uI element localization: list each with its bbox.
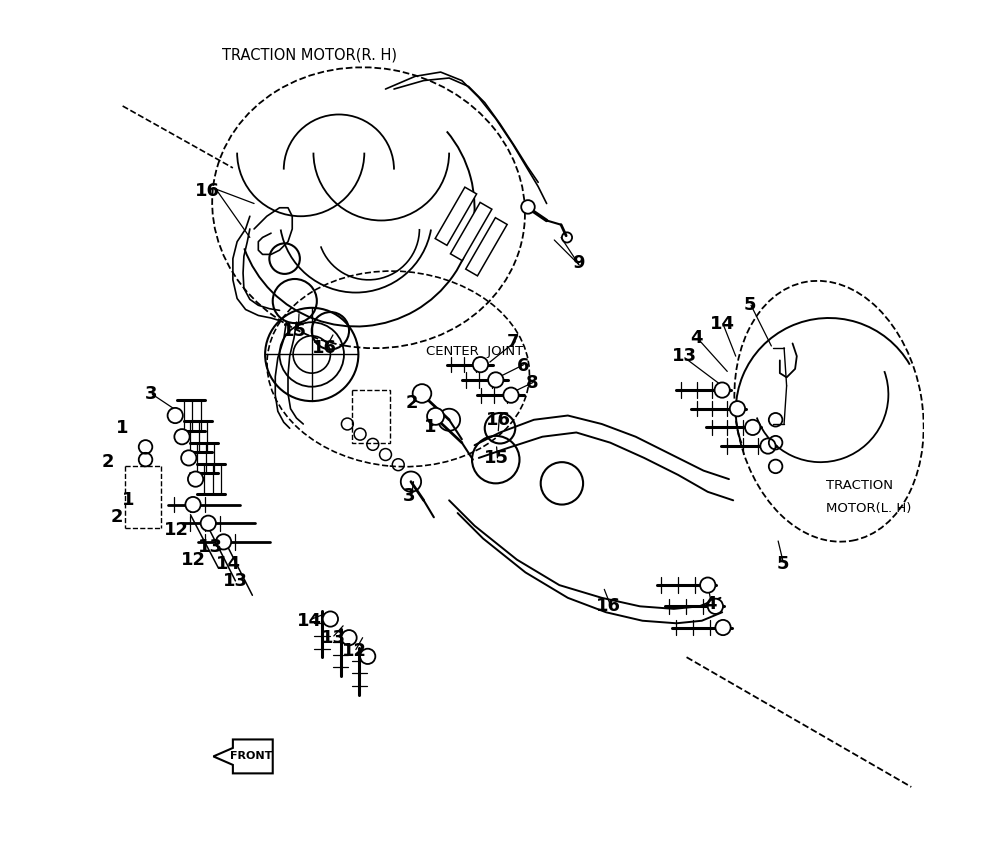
Text: 5: 5 [744, 296, 756, 315]
Text: 16: 16 [312, 338, 337, 357]
Text: 12: 12 [164, 521, 189, 539]
Text: 14: 14 [216, 555, 241, 573]
Circle shape [760, 438, 776, 454]
Text: 2: 2 [406, 393, 418, 412]
Text: TRACTION: TRACTION [826, 479, 893, 493]
Circle shape [188, 471, 203, 487]
Text: 13: 13 [320, 628, 345, 647]
Circle shape [488, 372, 503, 388]
Text: 1: 1 [122, 491, 135, 510]
Circle shape [700, 577, 715, 593]
Circle shape [168, 408, 183, 423]
Circle shape [181, 450, 196, 466]
Text: 14: 14 [297, 611, 322, 630]
Polygon shape [435, 187, 477, 245]
Text: 1: 1 [116, 419, 129, 438]
Circle shape [341, 630, 357, 645]
Text: 3: 3 [403, 487, 416, 505]
Text: 15: 15 [282, 321, 307, 340]
Text: 5: 5 [776, 555, 789, 573]
Polygon shape [450, 203, 492, 260]
Circle shape [503, 388, 519, 403]
Text: 9: 9 [572, 254, 584, 272]
Circle shape [174, 429, 190, 444]
Text: 7: 7 [506, 332, 519, 351]
Circle shape [201, 516, 216, 531]
Text: 12: 12 [342, 642, 367, 661]
Circle shape [427, 408, 444, 425]
Text: 6: 6 [517, 357, 529, 376]
Circle shape [521, 200, 535, 214]
Circle shape [413, 384, 431, 403]
Text: 4: 4 [690, 329, 703, 348]
Text: CENTER  JOINT: CENTER JOINT [426, 345, 523, 359]
Circle shape [216, 534, 231, 550]
Text: 16: 16 [486, 410, 511, 429]
Text: 12: 12 [181, 550, 206, 569]
Text: 1: 1 [424, 417, 437, 436]
Circle shape [715, 620, 731, 635]
Circle shape [730, 401, 745, 416]
Circle shape [360, 649, 375, 664]
Text: 13: 13 [672, 347, 697, 365]
Circle shape [708, 599, 723, 614]
Circle shape [473, 357, 488, 372]
Circle shape [323, 611, 338, 627]
Text: 15: 15 [484, 449, 509, 467]
Circle shape [745, 420, 760, 435]
Text: MOTOR(L. H): MOTOR(L. H) [826, 502, 912, 516]
Text: FRONT: FRONT [230, 751, 273, 762]
Text: 16: 16 [195, 181, 220, 200]
Text: 4: 4 [704, 594, 717, 613]
Text: 2: 2 [102, 453, 114, 471]
Text: 13: 13 [197, 538, 222, 556]
Text: 16: 16 [596, 597, 621, 616]
Circle shape [715, 382, 730, 398]
Text: TRACTION MOTOR(R. H): TRACTION MOTOR(R. H) [222, 47, 397, 63]
Circle shape [185, 497, 201, 512]
Text: 3: 3 [144, 385, 157, 404]
Polygon shape [213, 739, 273, 773]
Polygon shape [466, 218, 507, 276]
Text: 8: 8 [526, 374, 539, 393]
Text: 13: 13 [223, 572, 248, 590]
Text: 2: 2 [110, 508, 123, 527]
Text: 14: 14 [710, 315, 735, 333]
